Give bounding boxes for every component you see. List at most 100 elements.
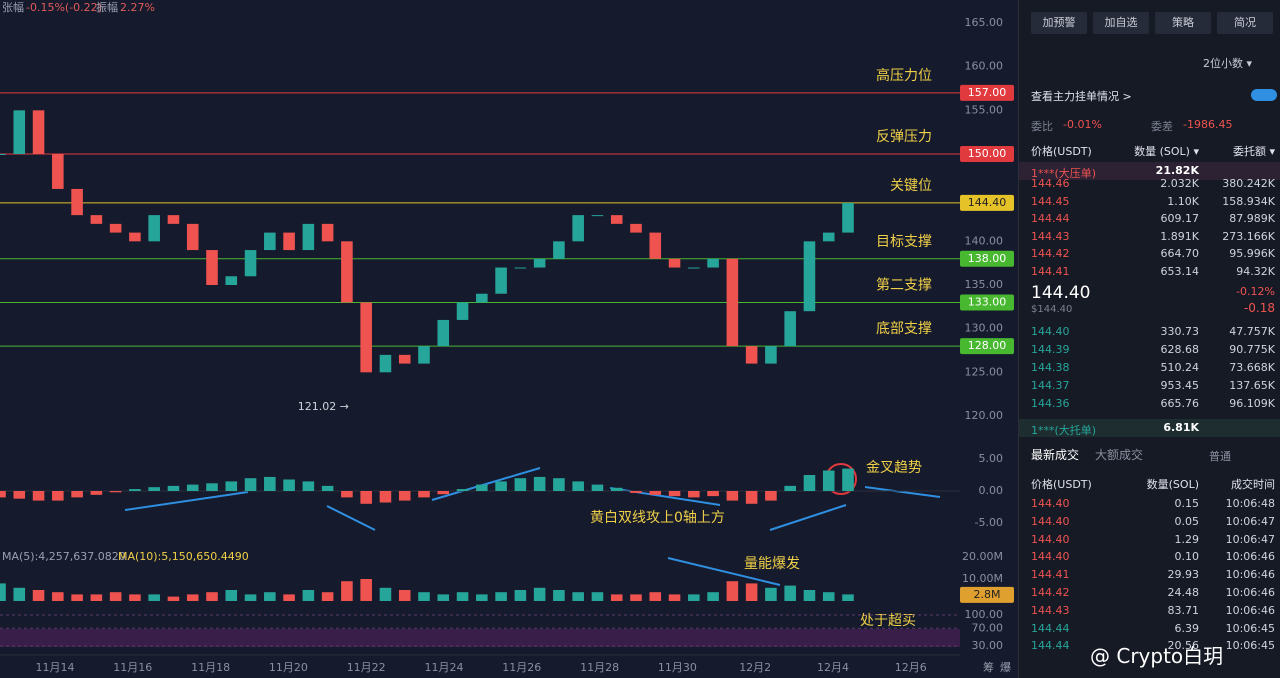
trade-cell: 144.42 <box>1031 586 1070 599</box>
y-tick-label: 70.00 <box>972 621 1004 634</box>
macd-bar <box>784 485 796 491</box>
volume-bar <box>745 583 758 601</box>
volume-bar <box>765 587 777 601</box>
level-name: 目标支撑 <box>876 234 932 250</box>
candle <box>572 215 584 242</box>
book-cell: 90.775K <box>1229 343 1275 356</box>
book-cell: 96.109K <box>1229 397 1275 410</box>
level-tag <box>960 146 1014 162</box>
big-ask-label: 1***(大压单) <box>1031 167 1097 180</box>
volume-bar <box>283 594 295 601</box>
book-cell: 2.032K <box>1160 177 1199 190</box>
trade-cell: 10:06:48 <box>1225 497 1275 510</box>
book-cell: 653.14 <box>1160 265 1200 278</box>
book-cell: 144.41 <box>1031 265 1070 278</box>
low-label: 121.02 → <box>298 400 349 413</box>
volume-bar <box>822 592 835 601</box>
candle <box>456 302 469 320</box>
macd-bar <box>71 491 83 498</box>
book-cell: 664.70 <box>1160 247 1200 261</box>
book-cell: 609.17 <box>1160 212 1200 226</box>
candle <box>649 232 662 259</box>
book-cell: 144.38 <box>1031 361 1070 374</box>
book-cell: 94.32K <box>1236 265 1275 278</box>
tab[interactable]: 最新成交 <box>1031 448 1080 462</box>
level-tag <box>960 338 1014 355</box>
annotation: 金叉趋势 <box>866 460 922 476</box>
macd-bar <box>842 468 854 491</box>
button[interactable]: 简况 <box>1217 12 1273 34</box>
level-tag-label: 138.00 <box>968 252 1007 265</box>
macd-bar <box>649 491 662 495</box>
watermark: @ Crypto白玥 <box>1090 644 1224 668</box>
book-cell: 144.46 <box>1031 177 1070 190</box>
macd-bar <box>186 484 199 491</box>
trade-cell: 10:06:45 <box>1225 621 1275 635</box>
button[interactable]: 策略 <box>1155 12 1211 34</box>
volume-bar <box>167 596 180 601</box>
candle <box>822 232 835 242</box>
candle <box>726 258 739 347</box>
book-cell: 144.45 <box>1031 194 1070 208</box>
button[interactable]: 加预警 <box>1031 12 1087 34</box>
volume-bar <box>321 592 334 601</box>
y-tick-label: 125.00 <box>965 365 1004 378</box>
macd-bar <box>533 476 546 491</box>
trade-cell: 83.71 <box>1167 603 1200 617</box>
candle <box>321 223 334 242</box>
x-tick-label: 12月2 <box>739 661 771 674</box>
button[interactable]: 加自选 <box>1093 12 1149 34</box>
candle <box>803 241 816 312</box>
y-tick-label: -5.00 <box>975 516 1003 529</box>
candle <box>610 215 623 224</box>
volume-bar <box>572 592 584 601</box>
trade-cell: 10:06:46 <box>1225 586 1275 599</box>
book-header: 委托额 ▾ <box>1232 145 1275 158</box>
book-cell: 330.73 <box>1160 325 1200 338</box>
trade-cell: 24.48 <box>1167 586 1200 599</box>
volume-bar <box>341 581 353 601</box>
annotation: 黄白双线攻上0轴上方 <box>590 509 725 526</box>
book-cell: 144.43 <box>1031 229 1070 243</box>
tab[interactable]: 普通 <box>1209 450 1231 463</box>
volume-bar <box>302 590 315 601</box>
volume-bar <box>495 592 507 601</box>
amp-label: 振幅 <box>96 0 118 14</box>
level-tag-label: 133.00 <box>968 295 1007 308</box>
macd-bar <box>167 485 180 491</box>
x-tick-label: 11月24 <box>425 661 464 674</box>
tab[interactable]: 大额成交 <box>1095 448 1144 462</box>
candle <box>765 346 777 364</box>
book-cell: 1.10K <box>1167 194 1199 208</box>
change: -0.15%(-0.22) <box>26 1 102 14</box>
macd-bar <box>456 489 469 491</box>
candle <box>90 215 103 224</box>
level-tag-label: 150.00 <box>968 147 1007 160</box>
candle <box>418 346 430 364</box>
level-tag-label: 128.00 <box>968 339 1007 352</box>
candle <box>341 241 353 303</box>
macd-bar <box>283 479 295 491</box>
macd-bar <box>668 491 681 497</box>
macd-bar <box>341 491 353 498</box>
macd-bar <box>688 491 700 498</box>
level-name: 底部支撑 <box>876 321 932 337</box>
y-tick-label: 135.00 <box>965 278 1004 291</box>
y-tick-label: 160.00 <box>965 60 1004 73</box>
level-tag <box>960 84 1014 101</box>
level-name: 反弹压力 <box>876 129 932 145</box>
volume-bar <box>225 590 238 601</box>
candle <box>476 293 488 303</box>
main-orders: 查看主力挂单情况 > <box>1031 90 1132 103</box>
macd-bar <box>591 484 604 491</box>
macd-bar <box>90 491 103 495</box>
volume-bar <box>244 594 257 601</box>
macd-bar <box>707 491 719 497</box>
book-cell: 380.242K <box>1222 177 1275 190</box>
macd-bar <box>109 491 122 493</box>
rsi-band <box>0 629 960 647</box>
trade-cell: 144.44 <box>1031 639 1070 653</box>
trade-cell: 144.40 <box>1031 550 1070 564</box>
macd-bar <box>148 487 160 491</box>
macd-bar <box>321 485 334 491</box>
